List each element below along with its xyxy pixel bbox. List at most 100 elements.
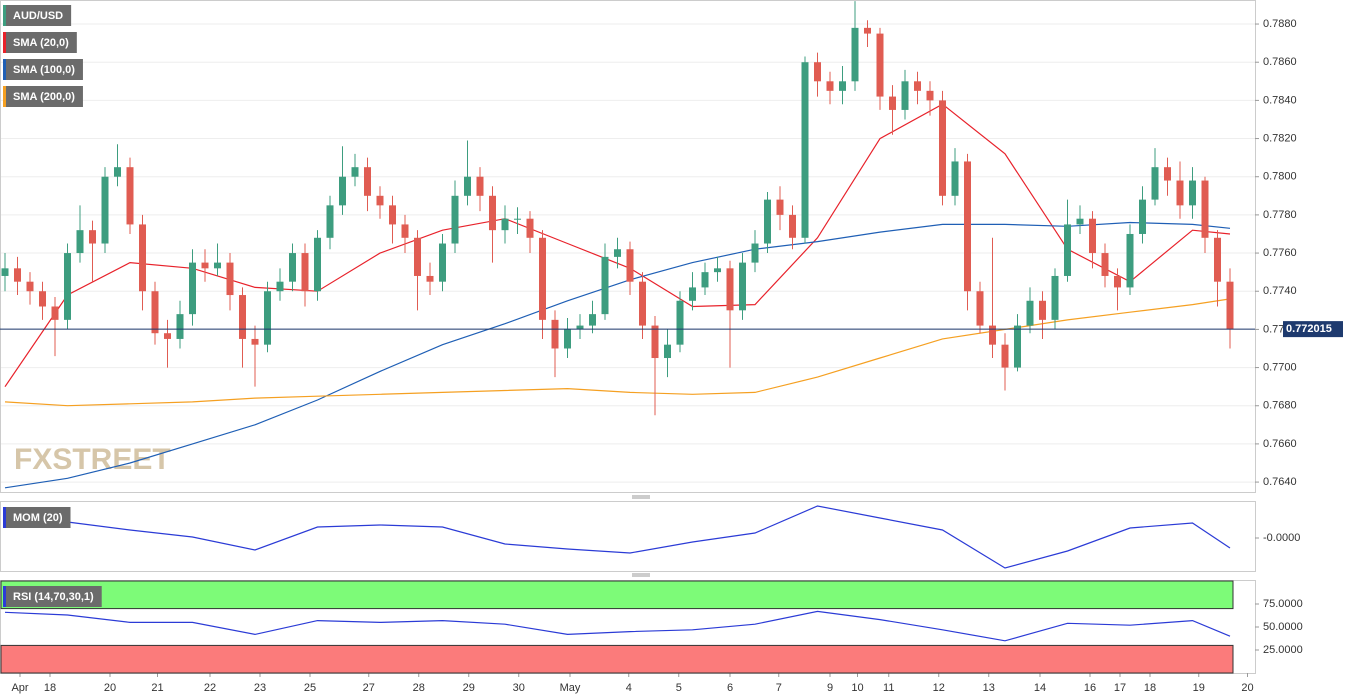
legend-box [3, 86, 83, 107]
x-tick-label: 23 [254, 682, 266, 694]
x-tick-label: 10 [851, 682, 863, 694]
candle-body [601, 256, 609, 315]
candle-body [201, 262, 209, 269]
candle-body [1039, 300, 1046, 320]
rsi-zone [0, 580, 1234, 610]
legend-swatch [3, 507, 6, 528]
candle-body [814, 62, 821, 82]
candle-body [64, 253, 71, 320]
candle-body [664, 344, 671, 359]
x-tick-label: 6 [727, 682, 733, 694]
candle-body [864, 27, 871, 34]
candle-body [1101, 253, 1109, 276]
candle-body [1064, 224, 1071, 276]
legend-label: MOM (20) [13, 512, 63, 524]
y-tick-label: 0.7740 [1263, 285, 1297, 297]
candle-body [939, 100, 946, 196]
candle-body [889, 96, 896, 110]
candle-body [1114, 275, 1121, 288]
candle-body [751, 243, 759, 263]
candle-body [176, 314, 184, 339]
candle-body [639, 281, 646, 326]
candle-body [626, 249, 634, 282]
legend-box [3, 586, 102, 607]
candle-body [339, 176, 346, 206]
x-tick-label: 28 [413, 682, 425, 694]
candle-body [826, 81, 834, 91]
candle-body [539, 237, 546, 320]
legend-swatch [3, 586, 6, 607]
candle-body [101, 176, 109, 244]
candle-body [851, 27, 859, 82]
x-tick-label: 18 [44, 682, 56, 694]
candle-body [189, 262, 196, 315]
x-tick-label: 25 [304, 682, 316, 694]
legend-label: AUD/USD [13, 10, 63, 22]
y-tick-label: -0.0000 [1263, 532, 1300, 544]
candle-body [139, 224, 146, 292]
x-tick-label: 11 [883, 682, 894, 694]
candle-body [1151, 167, 1159, 200]
candle-body [264, 291, 271, 345]
legend-label: SMA (100,0) [13, 64, 75, 76]
candle-body [1089, 218, 1096, 254]
x-tick-label: 27 [363, 682, 375, 694]
candle-body [589, 314, 596, 326]
candle-body [989, 325, 996, 345]
candle-body [914, 81, 921, 91]
x-tick-label: 14 [1034, 682, 1046, 694]
candle-body [1026, 300, 1034, 326]
legend-item: AUD/USD [3, 5, 72, 26]
y-tick-label: 0.7840 [1263, 94, 1297, 106]
candle-body [1001, 344, 1009, 368]
candle-body [289, 253, 296, 282]
candle-body [426, 275, 434, 282]
candle-body [1164, 167, 1171, 181]
x-tick-label: 17 [1114, 682, 1126, 694]
legend-item: SMA (100,0) [3, 59, 83, 80]
candle-body [114, 167, 121, 177]
legend-label: RSI (14,70,30,1) [13, 591, 94, 603]
candle-body [764, 199, 771, 244]
candle-body [364, 167, 371, 196]
legend-box [3, 507, 71, 528]
candle-body [164, 333, 171, 339]
main-panel [0, 0, 1256, 493]
x-tick-label: 29 [463, 682, 475, 694]
candle-body [414, 237, 421, 276]
candle-body [1214, 237, 1221, 282]
line [4, 610, 1231, 642]
candle-body [739, 262, 746, 311]
candle-body [239, 295, 246, 339]
y-tick-label: 0.7660 [1263, 438, 1297, 450]
candle-body [126, 167, 134, 225]
candle-body [439, 243, 446, 282]
x-tick-label: Apr [11, 682, 28, 694]
candle-body [776, 199, 784, 215]
candle-body [901, 81, 909, 110]
legend-swatch [3, 32, 6, 53]
x-tick-label: 19 [1193, 682, 1205, 694]
candle-body [214, 262, 221, 269]
x-tick-label: 7 [776, 682, 782, 694]
candle-body [251, 338, 259, 345]
mom-panel [0, 501, 1256, 572]
candle-body [726, 268, 734, 311]
candle-body [501, 218, 509, 231]
candle-body [26, 281, 34, 292]
y-tick-label: 50.0000 [1263, 621, 1303, 633]
candle-body [1, 268, 9, 276]
candle-body [514, 218, 521, 220]
candle-body [526, 218, 534, 238]
candle-body [1201, 180, 1209, 238]
x-tick-label: May [560, 682, 581, 694]
y-tick-label: 0.7780 [1263, 209, 1297, 221]
x-tick-label: 16 [1084, 682, 1096, 694]
candle-body [51, 306, 59, 320]
legend-box [3, 5, 72, 26]
y-tick-label: 0.7760 [1263, 247, 1297, 259]
y-tick-label: 0.7820 [1263, 132, 1297, 144]
candle-body [351, 167, 359, 177]
